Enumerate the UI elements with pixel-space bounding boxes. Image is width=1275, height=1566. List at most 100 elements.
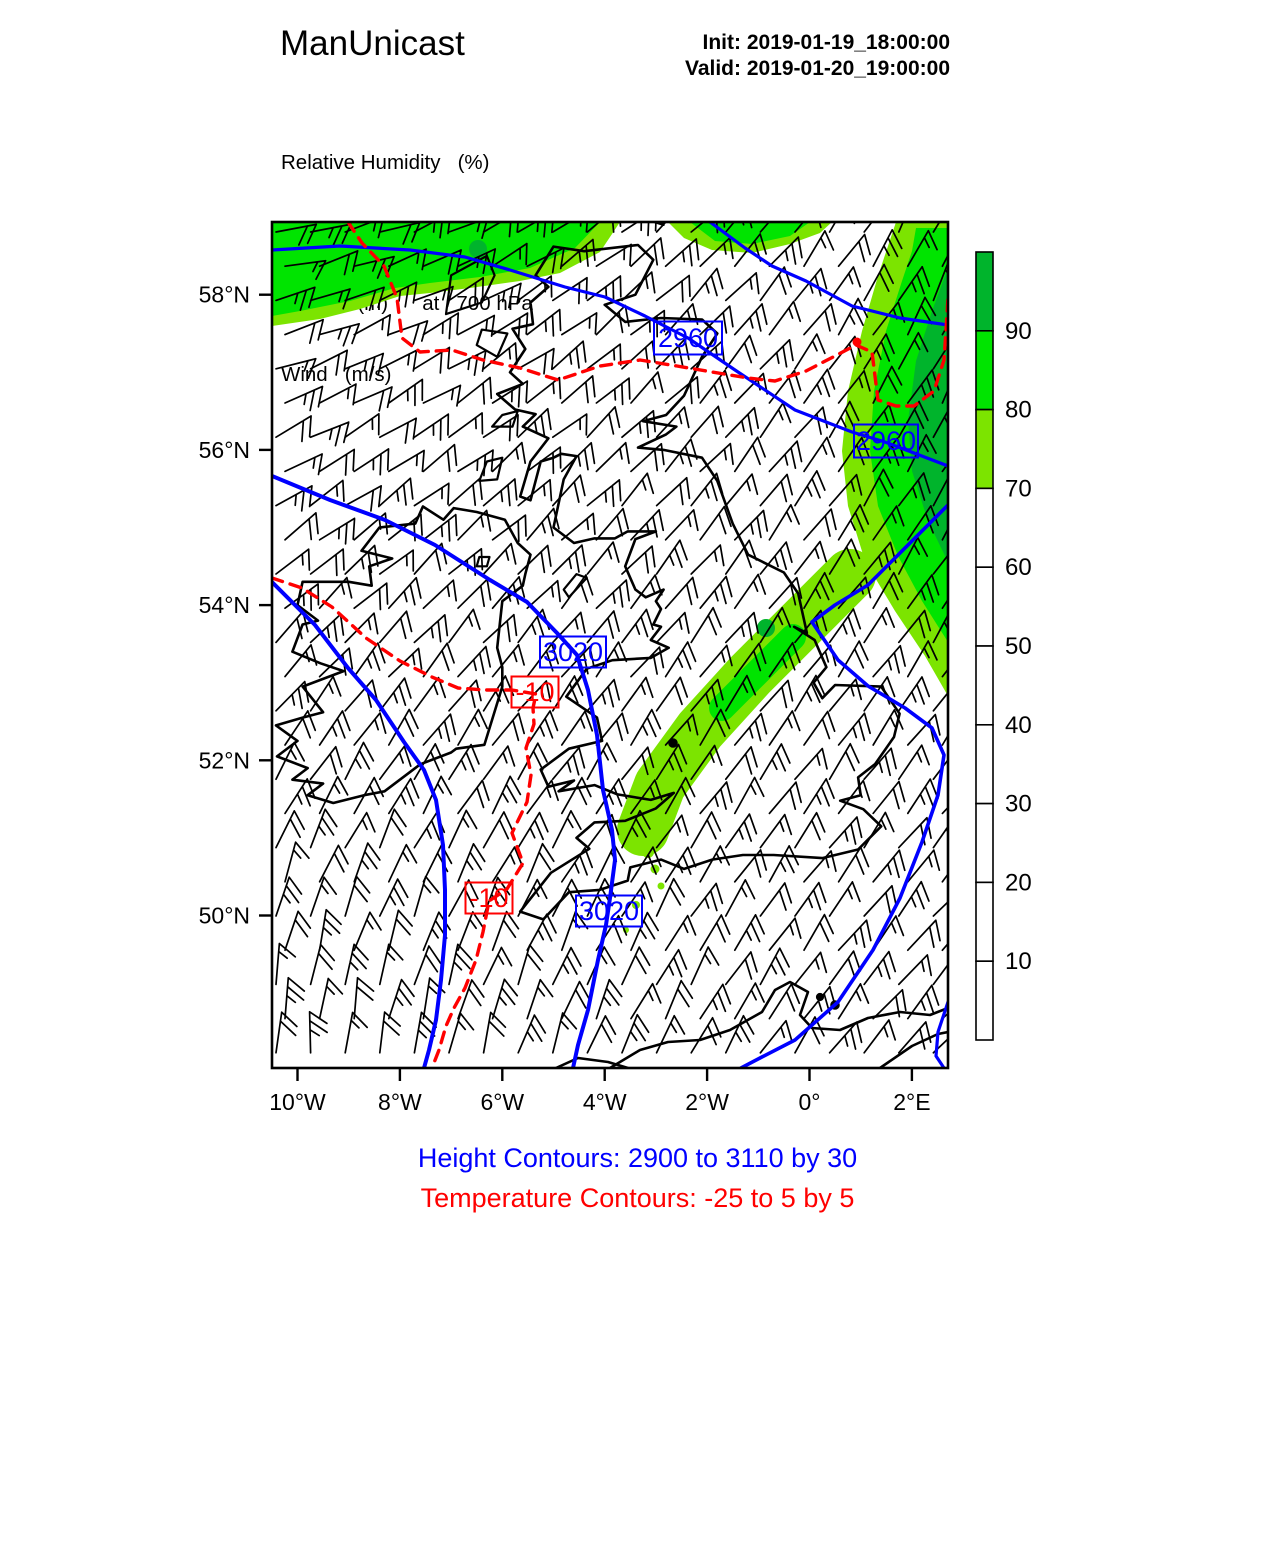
wind-barb — [699, 983, 732, 1020]
wind-barb — [863, 333, 895, 370]
wind-barb — [932, 261, 948, 302]
wind-barb — [655, 743, 688, 781]
wind-barb — [724, 879, 756, 917]
wind-barb — [794, 881, 827, 917]
wind-barb — [941, 847, 948, 883]
wind-barb — [387, 909, 413, 952]
wind-barb — [690, 405, 724, 439]
wind-barb — [897, 676, 931, 712]
wind-barb — [759, 1019, 793, 1054]
wind-barb — [526, 978, 554, 1020]
wind-barb — [768, 641, 801, 678]
wind-barb — [482, 811, 514, 849]
wind-barb — [586, 275, 622, 304]
coast-orkney — [650, 222, 665, 226]
wind-barb — [872, 505, 905, 541]
contour-label-text: -10 — [515, 677, 554, 707]
coast-mull — [491, 410, 519, 428]
wind-barb — [491, 242, 528, 268]
wind-barb — [724, 611, 759, 644]
wind-barb — [309, 421, 350, 447]
wind-barb — [621, 271, 656, 302]
colorbar-tick-label: 10 — [1005, 948, 1032, 975]
wind-barb — [897, 331, 929, 370]
wind-barb — [422, 513, 458, 542]
contour-label-m10-4: -10 — [510, 675, 560, 709]
wind-barb — [664, 438, 698, 473]
wind-barb — [932, 400, 948, 439]
wind-barb — [413, 875, 440, 917]
wind-barb — [482, 478, 518, 507]
wind-barb — [457, 314, 496, 338]
height-contour-corner — [934, 1000, 948, 1068]
wind-barb — [724, 813, 758, 849]
wind-barb — [906, 296, 937, 336]
wind-barb — [794, 747, 828, 781]
wind-barb — [378, 610, 413, 644]
wind-barb — [699, 236, 734, 268]
wind-barb — [932, 678, 948, 712]
wind-barb — [551, 675, 584, 712]
wind-barb — [457, 842, 486, 883]
wind-barb — [872, 849, 906, 883]
wind-barb — [630, 646, 665, 678]
wind-barb — [794, 951, 828, 986]
wind-barb — [690, 882, 724, 917]
wind-barb — [724, 746, 758, 781]
temperature-contour-minus15 — [346, 222, 948, 408]
wind-barb — [906, 984, 940, 1020]
wind-barb — [724, 951, 758, 986]
contour-label-text: 3020 — [579, 896, 639, 926]
wind-barb — [699, 708, 731, 746]
wind-barb — [378, 349, 418, 372]
wind-barb — [318, 647, 354, 678]
wind-barb — [309, 548, 345, 577]
wind-barb — [448, 809, 478, 849]
colorbar-segment — [975, 251, 994, 332]
wind-barb — [932, 886, 948, 917]
wind-barb — [872, 229, 903, 268]
wind-barb — [491, 910, 520, 952]
wind-barb — [664, 979, 694, 1020]
wind-barb — [413, 676, 447, 712]
wind-barb — [906, 849, 941, 883]
wind-barb — [309, 876, 338, 917]
wind-barb — [941, 643, 948, 678]
wind-barb — [378, 677, 412, 712]
wind-barb — [457, 376, 493, 405]
colorbar-tick-label: 60 — [1005, 554, 1032, 581]
colorbar-tick-label: 30 — [1005, 791, 1032, 818]
wind-barb — [517, 478, 553, 507]
wind-barb — [837, 436, 870, 473]
wind-barb — [448, 608, 481, 644]
height-contour-3020 — [272, 474, 617, 1068]
wind-barb — [759, 339, 794, 370]
y-axis-label: 50°N — [199, 903, 250, 929]
wind-barb — [759, 402, 792, 439]
colorbar-segment — [975, 408, 994, 490]
wind-barb — [699, 369, 733, 404]
wind-barb — [318, 250, 359, 276]
wind-barb — [768, 440, 803, 473]
wind-barb — [309, 479, 345, 507]
wind-barb — [803, 778, 835, 815]
wind-barb — [724, 473, 759, 507]
wind-barb — [699, 505, 732, 541]
x-axis-label: 2°W — [685, 1089, 729, 1115]
wind-barb — [794, 267, 828, 302]
island-dot — [815, 992, 825, 1002]
wind-barb — [284, 583, 320, 611]
wind-barb — [768, 710, 801, 746]
wind-barb — [699, 914, 731, 952]
wind-barb — [759, 679, 794, 712]
wind-barb — [630, 371, 664, 404]
wind-barb — [344, 943, 369, 986]
contour-label-box — [853, 423, 919, 459]
contour-label-3020-3: 3020 — [575, 894, 643, 928]
wind-barb — [932, 333, 948, 370]
wind-barb — [344, 741, 375, 781]
wind-barb — [448, 276, 485, 305]
wind-barb — [897, 400, 929, 439]
map-frame — [270, 220, 950, 1070]
wind-barb — [284, 318, 325, 345]
